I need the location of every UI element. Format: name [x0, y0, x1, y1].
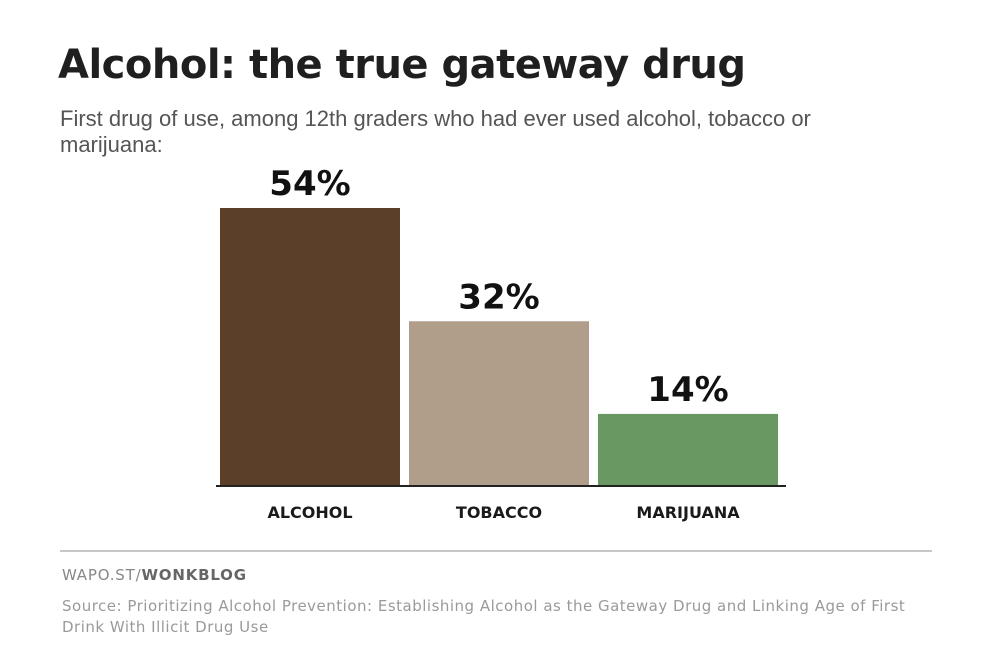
footer-divider	[60, 550, 932, 552]
source-note: Source: Prioritizing Alcohol Prevention:…	[62, 597, 906, 636]
credit-line: WAPO.ST/WONKBLOG	[62, 566, 247, 584]
chart-subtitle: First drug of use, among 12th graders wh…	[60, 106, 811, 157]
bar-tobacco	[409, 321, 589, 486]
bar-chart: 54% ALCOHOL 32% TOBACCO 14% MARIJUANA	[216, 164, 786, 522]
data-label-marijuana: 14%	[647, 370, 728, 410]
data-label-tobacco: 32%	[458, 277, 539, 317]
credit-brand: WONKBLOG	[141, 566, 247, 584]
credit-prefix: WAPO.ST/	[62, 566, 142, 584]
bar-marijuana	[598, 413, 778, 486]
bar-alcohol	[220, 208, 400, 486]
category-label-tobacco: TOBACCO	[456, 503, 542, 522]
data-label-alcohol: 54%	[269, 164, 350, 204]
category-label-marijuana: MARIJUANA	[636, 503, 740, 522]
chart-title: Alcohol: the true gateway drug	[58, 42, 746, 88]
category-label-alcohol: ALCOHOL	[267, 503, 352, 522]
